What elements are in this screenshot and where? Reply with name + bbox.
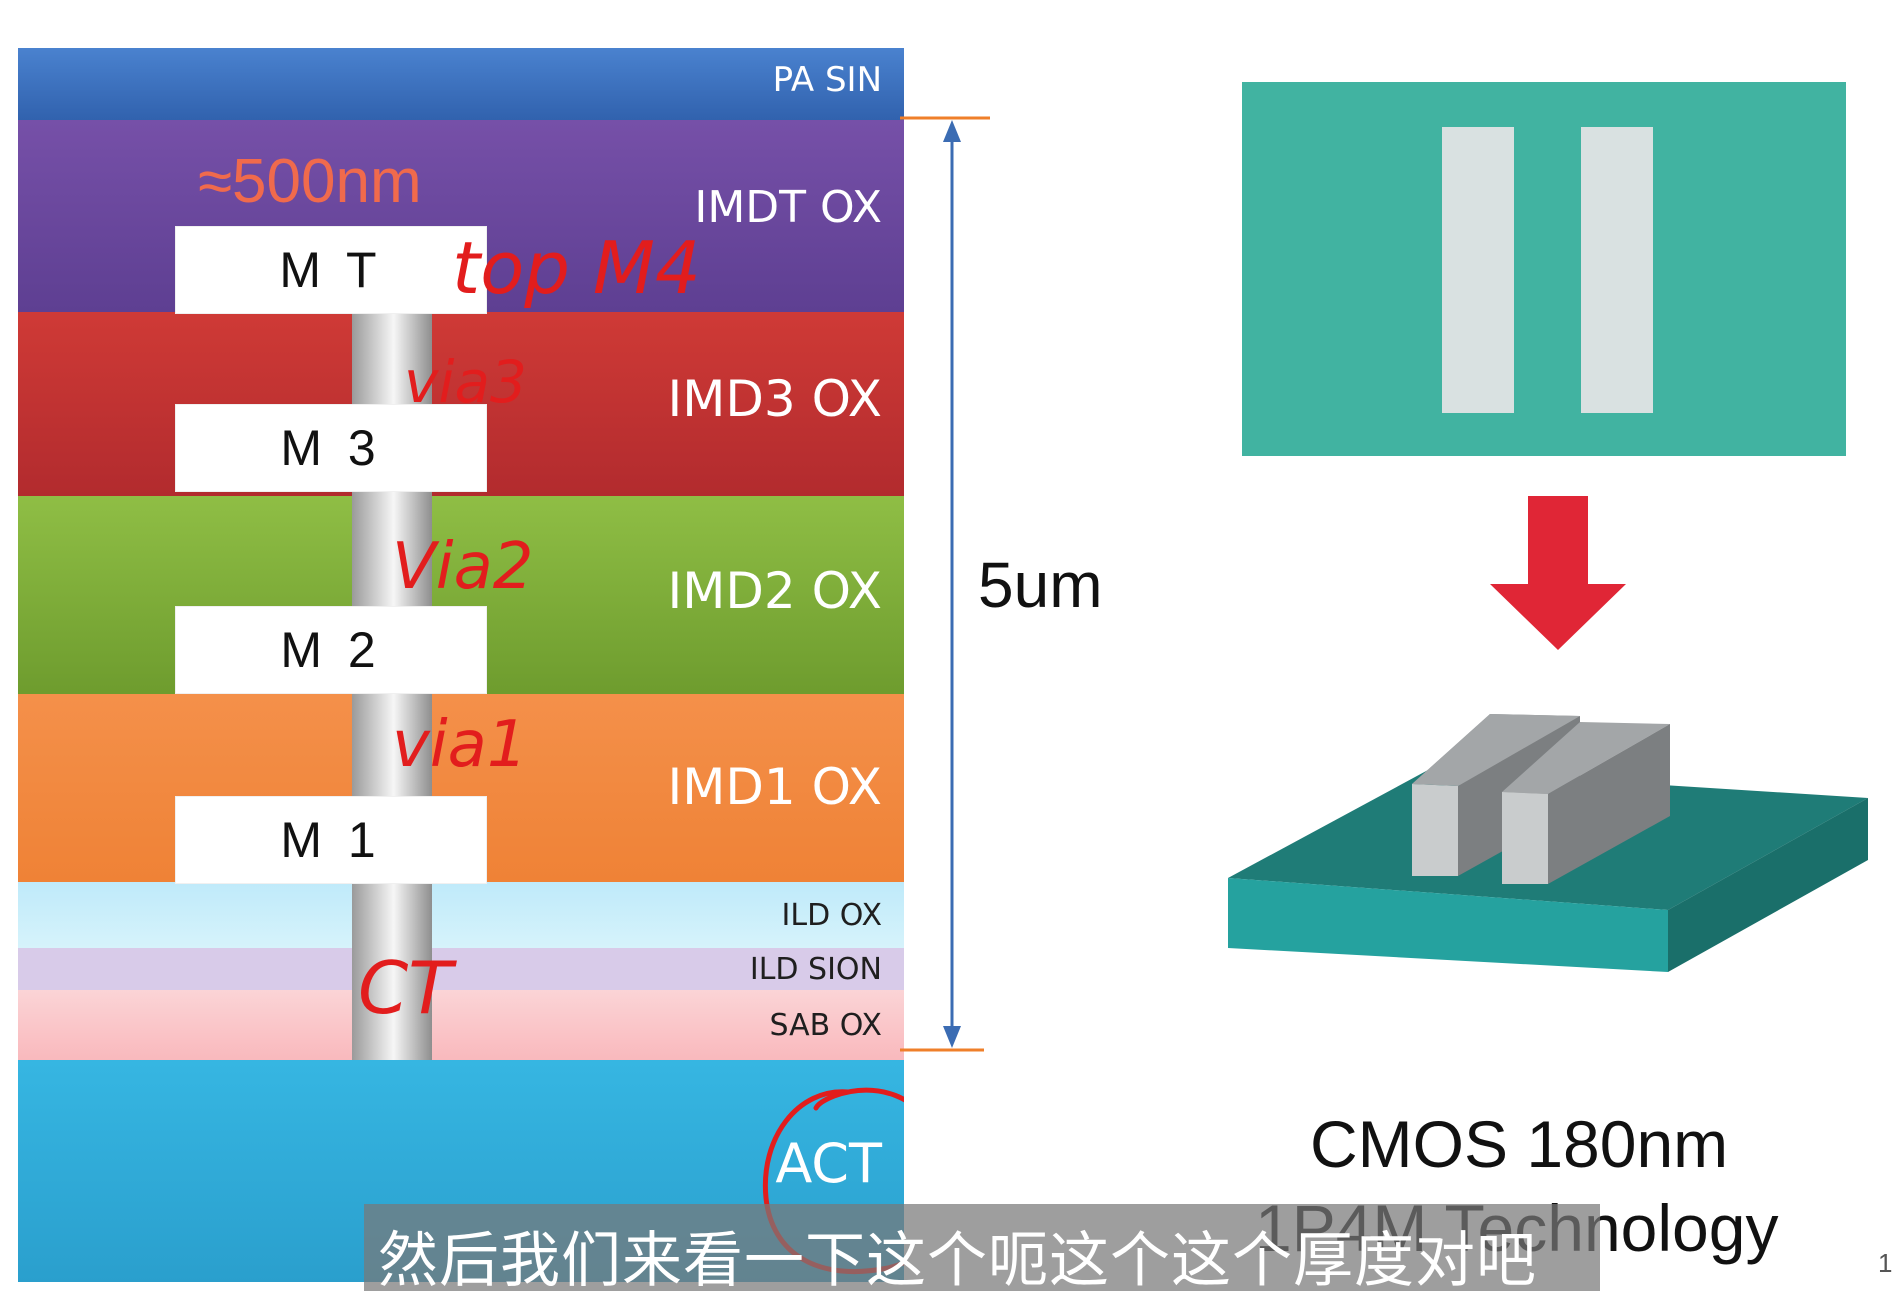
metal-label-m3: M 3 <box>280 420 382 476</box>
annotation-via2: Via2 <box>392 530 534 604</box>
top-view-line-2 <box>1581 127 1653 413</box>
metal-mt: M T <box>175 226 487 314</box>
via3-plug <box>352 312 432 404</box>
metal-m2: M 2 <box>175 606 487 694</box>
via2-plug <box>352 492 432 606</box>
top-view-panel <box>1242 82 1846 456</box>
layer-label-ild-sion: ILD SION <box>749 952 882 987</box>
layer-ild-sion: ILD SION <box>18 948 904 990</box>
metal-m1: M 1 <box>175 796 487 884</box>
thickness-dimension-line <box>900 116 990 1052</box>
metal-label-m1: M 1 <box>280 812 382 868</box>
via1-plug <box>352 694 432 796</box>
metal-label-m2: M 2 <box>280 622 382 678</box>
layer-label-sab-ox: SAB OX <box>769 1008 883 1043</box>
layer-label-imd1-ox: IMD1 OX <box>667 758 882 816</box>
down-arrow-icon <box>1490 496 1626 650</box>
layer-label-imdt-ox: IMDT OX <box>694 182 882 233</box>
layer-ild-ox: ILD OX <box>18 882 904 948</box>
caption-background <box>364 1204 1600 1291</box>
annotation-via1: via1 <box>392 708 528 782</box>
layer-label-imd3-ox: IMD3 OX <box>667 370 882 428</box>
caption-text: 然后我们来看一下这个呃这个这个厚度对吧 <box>378 1226 1537 1296</box>
metal-m3: M 3 <box>175 404 487 492</box>
annotation-top-m4: top M4 <box>452 226 701 310</box>
process-stack-diagram: PA SIN IMDT OX IMD3 OX IMD2 OX IMD1 OX I… <box>18 48 904 1282</box>
annotation-via3: via3 <box>404 348 527 416</box>
act-highlight-circle <box>762 1087 904 1274</box>
layer-pa-sin: PA SIN <box>18 48 904 120</box>
layer-label-act: ACT <box>775 1132 882 1195</box>
layer-label-imd2-ox: IMD2 OX <box>667 562 882 620</box>
contact-plug <box>352 882 432 1060</box>
3d-lines-on-substrate <box>1228 714 1868 972</box>
top-view-line-1 <box>1442 127 1514 413</box>
layer-sab-ox: SAB OX <box>18 990 904 1060</box>
annotation-thickness-mt: ≈500nm <box>198 147 422 216</box>
layer-imd1-ox: IMD1 OX <box>18 694 904 882</box>
layer-label-pa-sin: PA SIN <box>772 60 882 100</box>
slide-page-number: 1 <box>1878 1248 1893 1278</box>
layer-label-ild-ox: ILD OX <box>781 898 882 933</box>
metal-label-mt: M T <box>279 242 383 298</box>
annotation-ct: CT <box>358 946 453 1030</box>
dimension-label: 5um <box>978 549 1103 621</box>
technology-title: CMOS 180nm <box>1310 1107 1729 1181</box>
